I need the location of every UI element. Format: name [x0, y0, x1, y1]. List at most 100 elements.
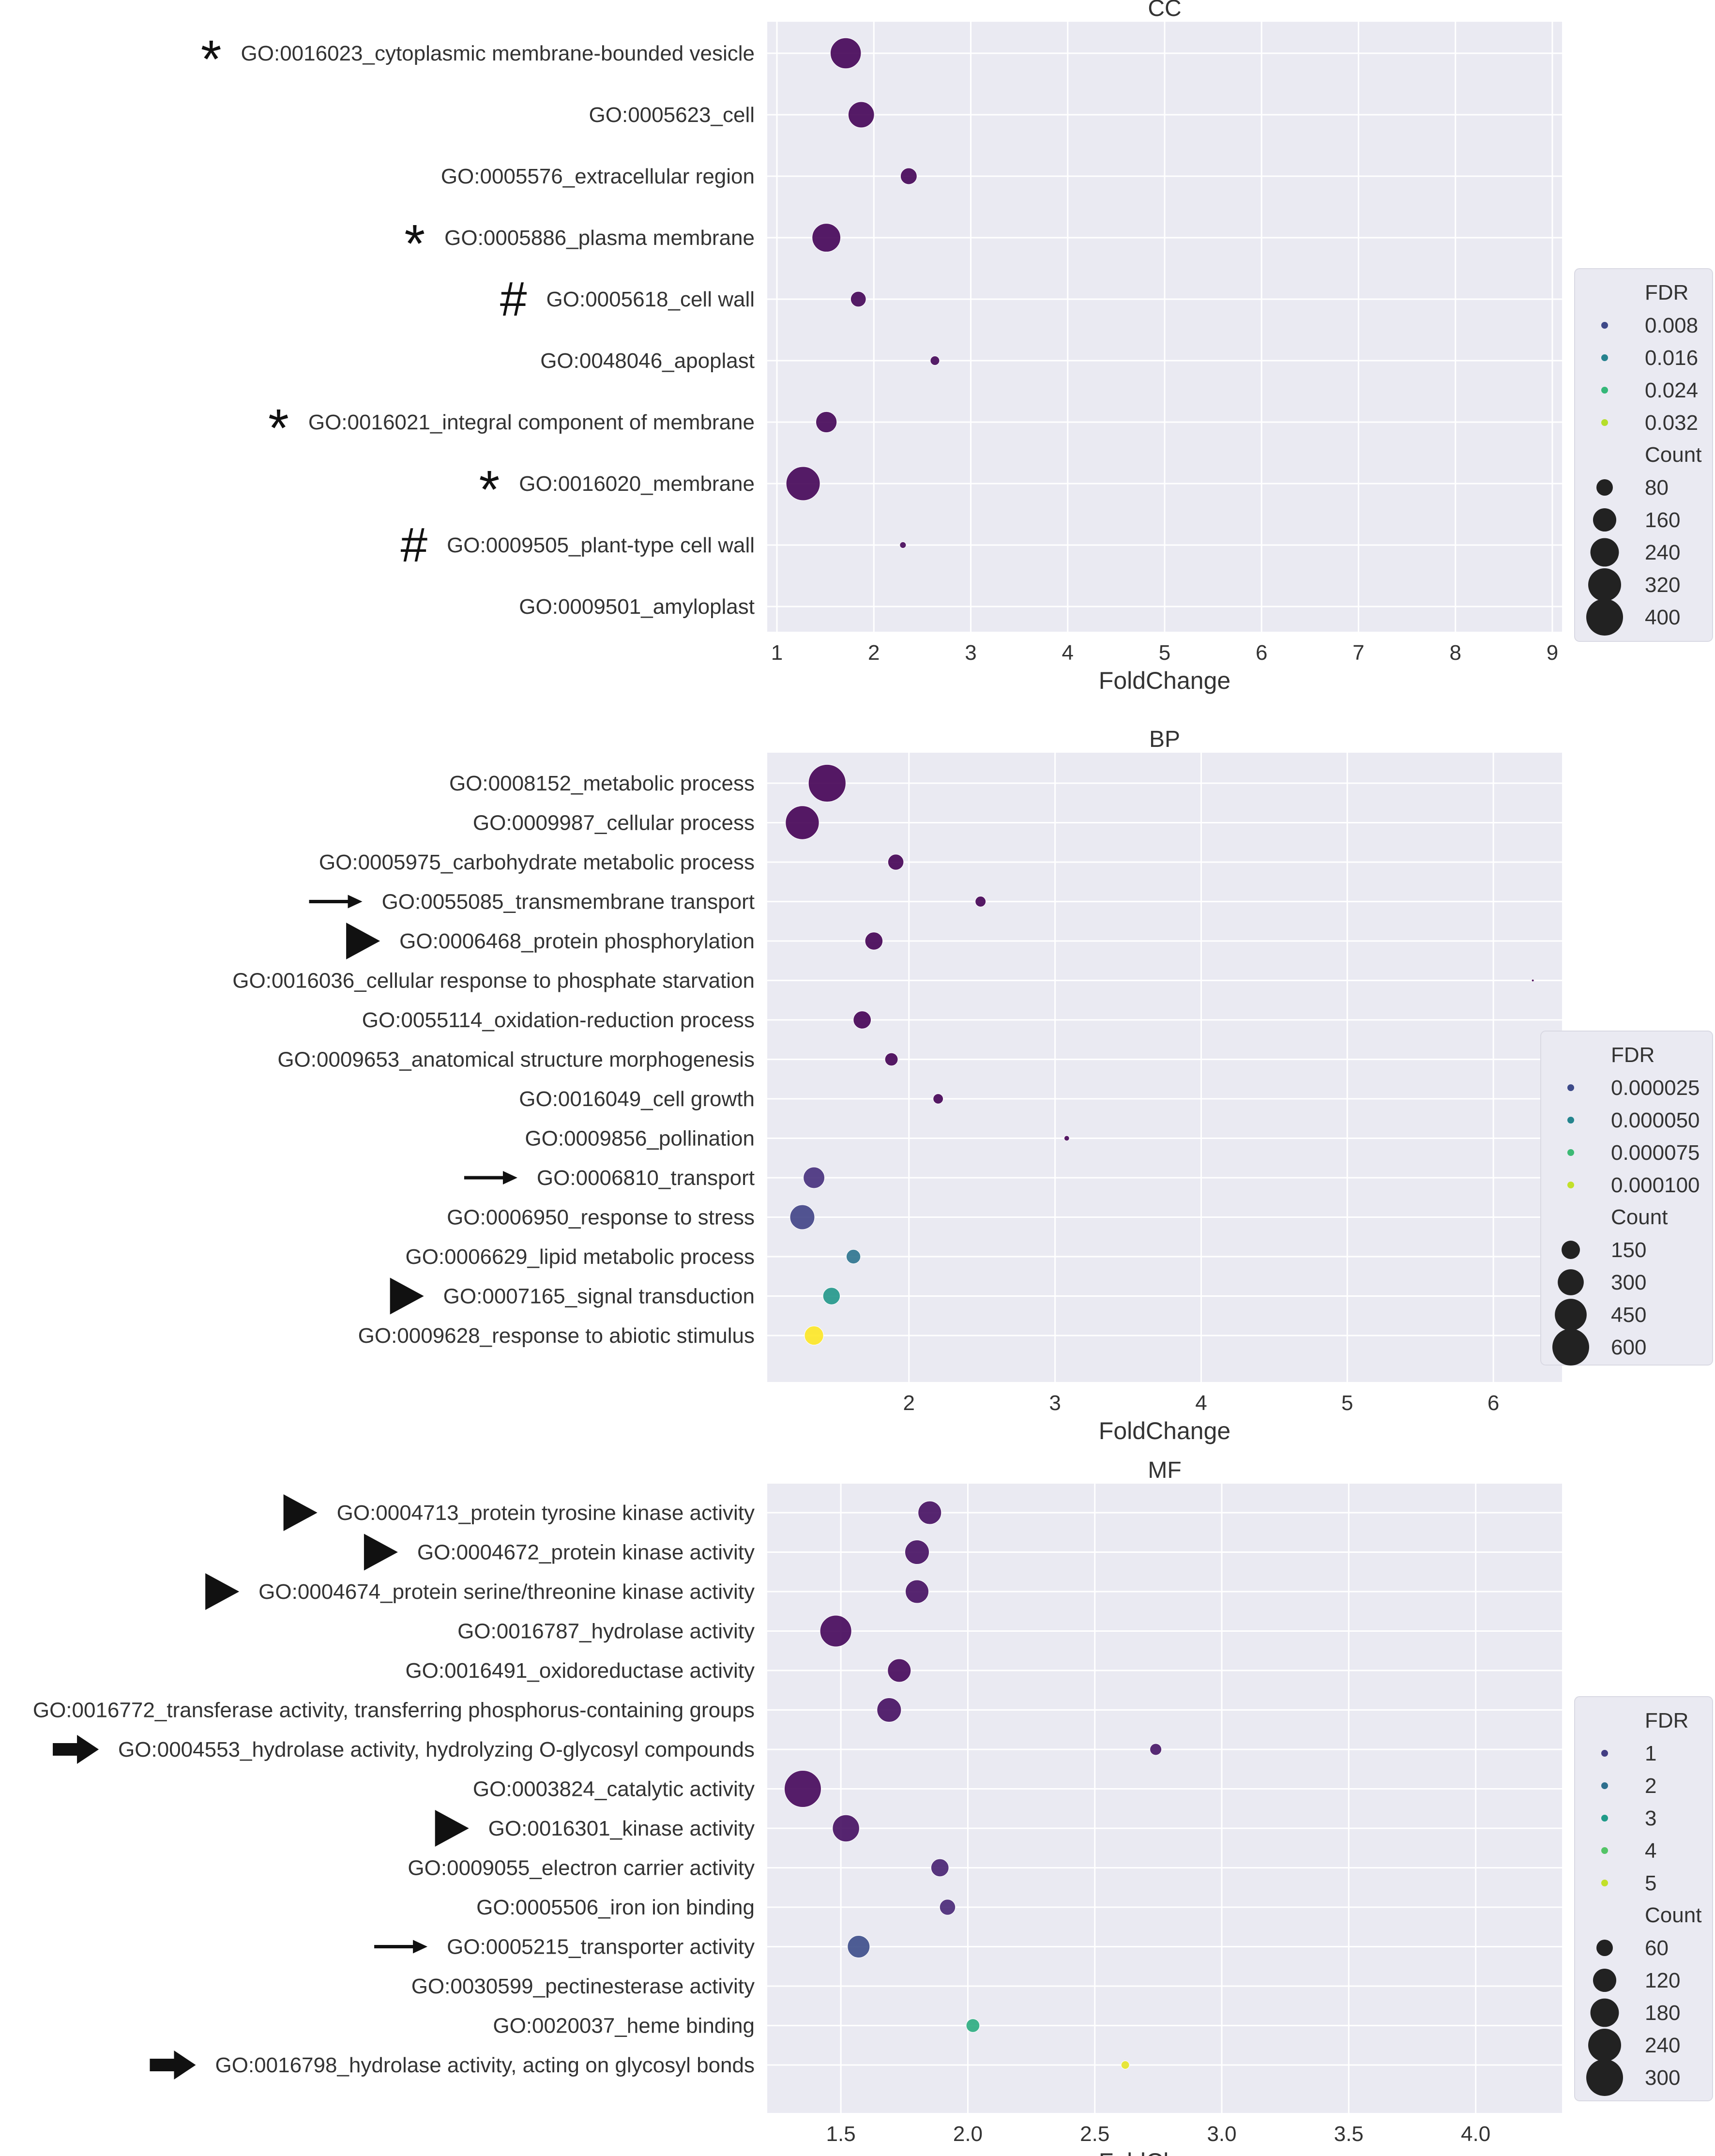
x-tick-label: 9 [1547, 641, 1558, 665]
y-category-label: GO:0007165_signal transduction [443, 1285, 755, 1308]
bubble [1150, 1743, 1162, 1756]
bubble [830, 37, 862, 69]
x-tick-label: 5 [1159, 641, 1170, 665]
legend-size-swatch [1555, 1299, 1587, 1331]
legend-fdr-label: 0.000050 [1611, 1108, 1700, 1132]
x-axis-label: FoldChange [1099, 667, 1230, 694]
legend-size-swatch [1552, 1329, 1589, 1366]
triangle-marker [435, 1810, 469, 1847]
bubble [865, 932, 883, 950]
legend-size-swatch [1593, 508, 1617, 532]
bubble [930, 356, 940, 365]
y-category-label: GO:0005623_cell [589, 103, 755, 127]
legend-count-label: 320 [1645, 573, 1680, 597]
legend-size-swatch [1586, 599, 1623, 636]
y-category-label: GO:0009501_amyloplast [519, 595, 755, 619]
x-tick-label: 8 [1449, 641, 1461, 665]
bubble [822, 1287, 840, 1305]
bubble [939, 1899, 956, 1915]
thin-arrow-head [348, 895, 363, 909]
legend-size-swatch [1588, 568, 1621, 601]
bubble [966, 2019, 980, 2033]
y-category-label: GO:0009505_plant-type cell wall [447, 533, 755, 557]
bubble [853, 1011, 872, 1029]
bubble [786, 466, 820, 501]
bubble [812, 223, 841, 252]
legend-count-label: 400 [1645, 606, 1680, 629]
legend-fdr-title: FDR [1645, 281, 1688, 304]
asterisk-marker: * [404, 214, 425, 273]
y-category-label: GO:0006468_protein phosphorylation [399, 929, 755, 953]
y-category-label: GO:0016021_integral component of membran… [308, 410, 755, 434]
legend-size-swatch [1562, 1241, 1580, 1259]
bubble [1063, 1135, 1070, 1141]
bubble [930, 1858, 949, 1877]
legend-fdr-swatch [1601, 1815, 1608, 1822]
legend-count-title: Count [1611, 1205, 1668, 1229]
legend-fdr-label: 0.016 [1645, 346, 1698, 370]
y-category-label: GO:0004713_protein tyrosine kinase activ… [337, 1501, 755, 1525]
y-category-label: GO:0004672_protein kinase activity [417, 1541, 755, 1564]
y-category-label: GO:0004553_hydrolase activity, hydrolyzi… [118, 1738, 755, 1761]
legend-fdr-label: 0.024 [1645, 379, 1698, 402]
legend-fdr-swatch [1601, 1750, 1608, 1757]
triangle-marker [364, 1533, 398, 1571]
y-category-label: GO:0016020_membrane [519, 472, 755, 496]
legend-size-swatch [1590, 538, 1619, 567]
legend: FDR 0.000025 0.000050 0.000075 0.000100 Count… [1540, 1031, 1713, 1366]
legend-fdr-label: 0.000025 [1611, 1076, 1700, 1100]
y-category-label: GO:0016772_transferase activity, transfe… [33, 1699, 755, 1722]
legend: FDR 1 2 3 4 5 Count 60 120 180 240 300 [1574, 1696, 1713, 2101]
x-axis-label: FoldChange [1099, 1417, 1230, 1444]
panel-title: BP [1149, 727, 1180, 752]
x-tick-label: 2.5 [1080, 2122, 1109, 2146]
legend-count-label: 300 [1645, 2066, 1680, 2090]
x-tick-label: 2 [868, 641, 880, 665]
bubble [808, 764, 846, 803]
y-category-label: GO:0006629_lipid metabolic process [405, 1245, 755, 1269]
bubble [975, 896, 987, 907]
asterisk-marker: * [201, 30, 222, 89]
panel-title: CC [1148, 0, 1181, 21]
triangle-marker [283, 1494, 318, 1531]
bubble [789, 1204, 815, 1230]
y-category-label: GO:0003824_catalytic activity [473, 1777, 755, 1801]
legend-fdr-swatch [1601, 419, 1608, 426]
legend-fdr-label: 0.032 [1645, 411, 1698, 435]
bubble [815, 411, 837, 433]
triangle-marker [390, 1277, 424, 1315]
x-tick-label: 3.5 [1334, 2122, 1364, 2146]
legend-count-label: 240 [1645, 541, 1680, 564]
bubble [887, 854, 904, 870]
legend-count-label: 300 [1611, 1271, 1646, 1294]
bubble [877, 1697, 902, 1723]
y-category-label: GO:0009653_anatomical structure morphoge… [277, 1048, 755, 1072]
bubble [899, 541, 907, 549]
bubble [850, 291, 866, 307]
legend-count-label: 160 [1645, 508, 1680, 532]
plot-area [767, 1484, 1562, 2113]
panel-title: MF [1148, 1458, 1181, 1483]
y-category-label: GO:0004674_protein serine/threonine kina… [258, 1580, 755, 1604]
y-category-label: GO:0009628_response to abiotic stimulus [358, 1324, 755, 1348]
panel-bp: 2 3 4 5 6 BP FoldChange GO:0008152_metabolic pr… [232, 727, 1713, 1444]
triangle-marker [205, 1573, 240, 1610]
legend-size-swatch [1590, 1998, 1619, 2027]
y-category-label: GO:0030599_pectinesterase activity [411, 1974, 755, 1998]
legend-count-title: Count [1645, 443, 1701, 467]
legend-fdr-swatch [1567, 1117, 1574, 1124]
x-tick-label: 2.0 [953, 2122, 983, 2146]
y-category-label: GO:0048046_apoplast [540, 349, 755, 373]
thick-arrow-marker [150, 2050, 196, 2080]
legend-count-label: 450 [1611, 1303, 1646, 1327]
bubble [933, 1093, 944, 1104]
bubble [784, 1770, 821, 1807]
asterisk-marker: * [479, 460, 500, 519]
legend-count-label: 60 [1645, 1936, 1669, 1960]
panel-cc: 1 2 3 4 5 6 7 8 9 CC FoldChange GO:0016023_cytoplas… [201, 0, 1713, 694]
y-category-label: GO:0005215_transporter activity [447, 1935, 755, 1959]
y-category-label: GO:0009055_electron carrier activity [408, 1856, 755, 1880]
legend-size-swatch [1558, 1269, 1584, 1295]
bubble [803, 1167, 825, 1189]
y-category-label: GO:0005886_plasma membrane [444, 226, 755, 250]
